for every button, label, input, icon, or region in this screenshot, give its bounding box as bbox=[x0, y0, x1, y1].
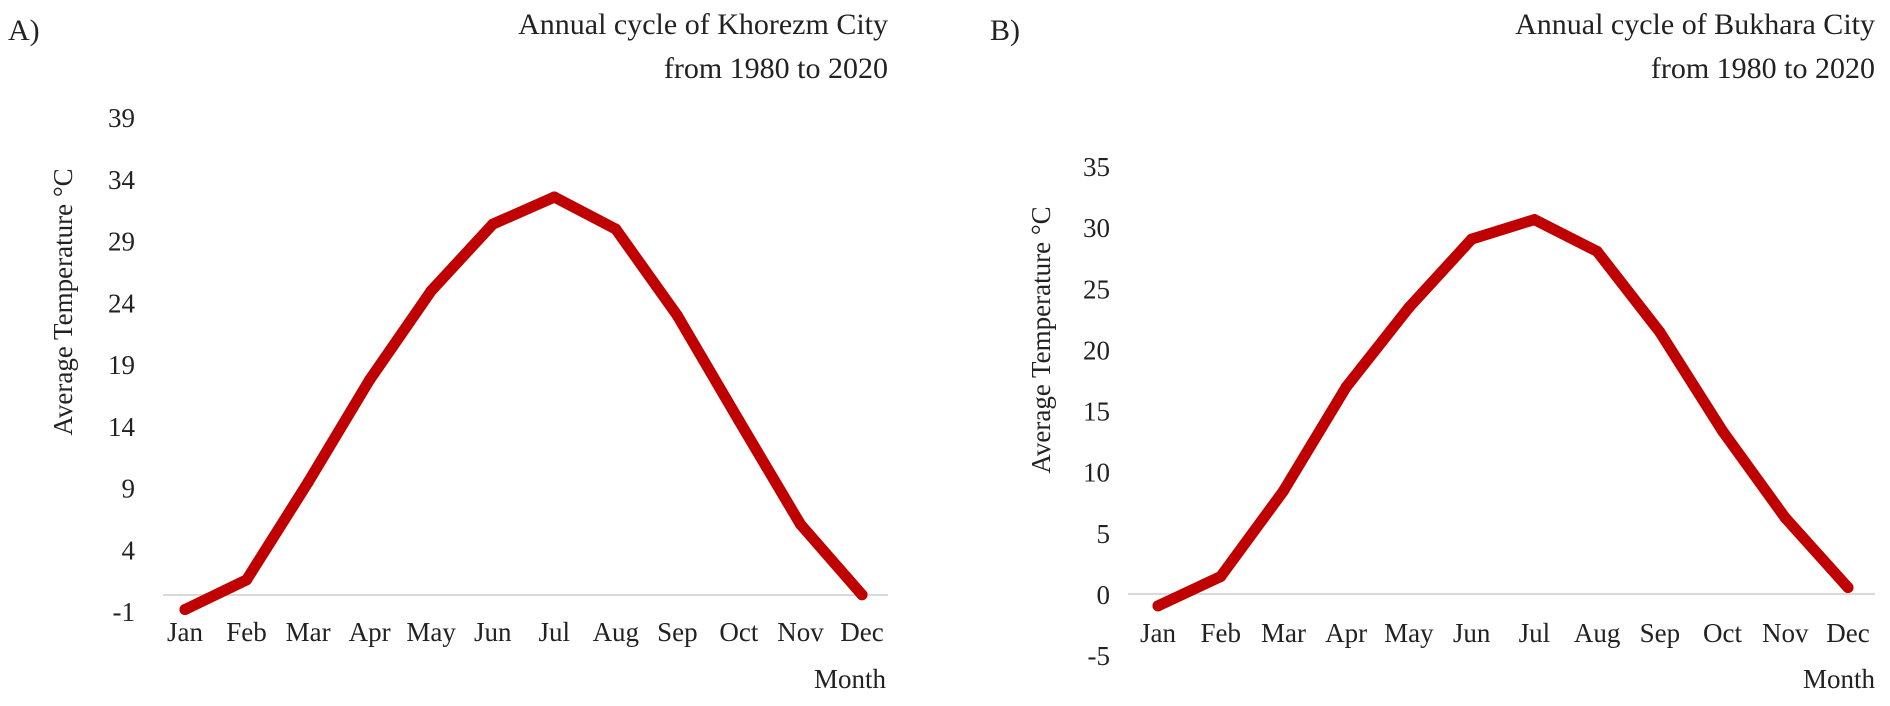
x-tick-label: Sep bbox=[657, 617, 698, 647]
x-tick-labels: Jan Feb Mar Apr May Jun Jul Aug Sep Oct Nov Dec bbox=[167, 617, 884, 647]
y-tick-label: 20 bbox=[1083, 335, 1110, 365]
data-point-apr bbox=[1340, 381, 1352, 393]
y-tick-label: 5 bbox=[1097, 519, 1111, 549]
data-point-may bbox=[425, 285, 437, 297]
x-tick-label: May bbox=[406, 617, 456, 647]
y-tick-label: -5 bbox=[1088, 641, 1111, 671]
x-tick-label: Apr bbox=[1325, 618, 1367, 648]
data-point-jan bbox=[179, 604, 191, 616]
y-tick-label: 19 bbox=[108, 350, 135, 380]
x-tick-label: Apr bbox=[349, 617, 391, 647]
y-tick-label: 10 bbox=[1083, 458, 1110, 488]
x-axis-label: Month bbox=[814, 664, 887, 694]
x-tick-label: Jul bbox=[1519, 618, 1551, 648]
y-tick-labels: 39 34 29 24 19 14 9 4 -1 bbox=[108, 103, 136, 627]
data-point-aug bbox=[1591, 245, 1603, 257]
y-tick-label: 24 bbox=[108, 288, 136, 318]
x-tick-label: Mar bbox=[1261, 618, 1306, 648]
data-point-jul bbox=[1528, 214, 1540, 226]
x-tick-label: Jul bbox=[539, 617, 571, 647]
x-tick-label: Jan bbox=[167, 617, 203, 647]
x-tick-label: Oct bbox=[1703, 618, 1742, 648]
y-tick-label: 4 bbox=[122, 535, 136, 565]
x-tick-label: Sep bbox=[1640, 618, 1681, 648]
y-tick-label: 35 bbox=[1083, 152, 1110, 182]
x-tick-label: Jun bbox=[474, 617, 512, 647]
data-point-oct bbox=[1717, 425, 1729, 437]
x-tick-label: Feb bbox=[1200, 618, 1241, 648]
data-point-oct bbox=[733, 415, 745, 427]
y-tick-label: 9 bbox=[122, 474, 136, 504]
y-tick-label: 0 bbox=[1097, 580, 1111, 610]
series-line-bukhara bbox=[1152, 214, 1854, 612]
y-tick-label: 34 bbox=[108, 165, 136, 195]
data-point-apr bbox=[364, 374, 376, 386]
data-point-dec bbox=[1842, 582, 1854, 594]
chart-title: Annual cycle of Bukhara City bbox=[1515, 8, 1875, 41]
data-point-sep bbox=[1654, 326, 1666, 338]
y-tick-label: 25 bbox=[1083, 274, 1110, 304]
y-tick-labels: 35 30 25 20 15 10 5 0 -5 bbox=[1083, 152, 1110, 671]
x-tick-label: Jan bbox=[1140, 618, 1176, 648]
y-axis-label: Average Temperature °C bbox=[48, 168, 78, 435]
y-tick-label: 14 bbox=[108, 412, 136, 442]
data-point-sep bbox=[671, 310, 683, 322]
data-point-jan bbox=[1152, 600, 1164, 612]
x-tick-label: Dec bbox=[1826, 618, 1869, 648]
x-tick-labels: Jan Feb Mar Apr May Jun Jul Aug Sep Oct Nov Dec bbox=[1140, 618, 1870, 648]
x-tick-label: Dec bbox=[840, 617, 883, 647]
x-tick-label: Nov bbox=[777, 617, 824, 647]
chart-subtitle: from 1980 to 2020 bbox=[1651, 52, 1875, 85]
panel-a-khorezm: A) Annual cycle of Khorezm City from 198… bbox=[8, 8, 888, 694]
x-tick-label: Nov bbox=[1762, 618, 1809, 648]
x-tick-label: Aug bbox=[593, 617, 640, 647]
data-point-may bbox=[1403, 302, 1415, 314]
chart-title: Annual cycle of Khorezm City bbox=[518, 8, 888, 41]
panel-label: A) bbox=[8, 14, 40, 47]
x-axis-label: Month bbox=[1803, 664, 1876, 694]
data-point-mar bbox=[1277, 485, 1289, 497]
x-tick-label: Mar bbox=[286, 617, 331, 647]
x-tick-label: Oct bbox=[719, 617, 758, 647]
x-tick-label: Aug bbox=[1574, 618, 1621, 648]
y-tick-label: 15 bbox=[1083, 397, 1110, 427]
x-tick-label: May bbox=[1384, 618, 1434, 648]
data-point-mar bbox=[302, 476, 314, 488]
data-point-nov bbox=[794, 518, 806, 530]
data-point-jun bbox=[1466, 233, 1478, 245]
data-point-feb bbox=[241, 574, 253, 586]
chart-subtitle: from 1980 to 2020 bbox=[664, 52, 888, 85]
x-tick-label: Jun bbox=[1453, 618, 1491, 648]
y-tick-label: 39 bbox=[108, 103, 135, 133]
y-tick-label: 29 bbox=[108, 227, 135, 257]
y-tick-label: 30 bbox=[1083, 213, 1110, 243]
series-line-khorezm bbox=[179, 191, 868, 616]
data-point-jul bbox=[548, 191, 560, 203]
data-point-aug bbox=[610, 223, 622, 235]
data-point-jun bbox=[487, 218, 499, 230]
panel-label: B) bbox=[990, 14, 1020, 47]
y-tick-label: -1 bbox=[113, 597, 136, 627]
x-tick-label: Feb bbox=[226, 617, 267, 647]
data-point-nov bbox=[1779, 512, 1791, 524]
data-point-feb bbox=[1215, 571, 1227, 583]
panel-b-bukhara: B) Annual cycle of Bukhara City from 198… bbox=[990, 8, 1875, 694]
y-axis-label: Average Temperature °C bbox=[1026, 206, 1056, 473]
data-point-dec bbox=[856, 589, 868, 601]
